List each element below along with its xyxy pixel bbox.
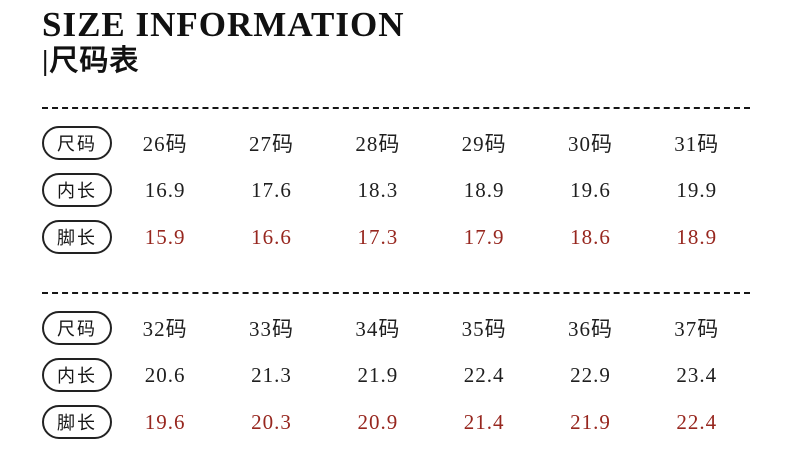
size-value-cell: 36码 bbox=[567, 317, 613, 342]
size-table-row: 脚长 15.9 16.6 17.3 17.9 18.6 18.9 bbox=[42, 214, 750, 261]
size-value-cell: 22.4 bbox=[463, 362, 505, 387]
row-cells: 19.6 20.3 20.9 21.4 21.9 22.4 bbox=[112, 410, 750, 435]
row-label: 内长 bbox=[57, 366, 97, 387]
size-value-cell: 19.6 bbox=[570, 177, 611, 202]
row-cells: 26码 27码 28码 29码 30码 31码 bbox=[112, 128, 750, 158]
size-table-row: 内长 20.6 21.3 21.9 22.4 22.9 23.4 bbox=[42, 352, 750, 399]
size-value-cell: 30码 bbox=[567, 132, 613, 157]
size-value-cell: 17.6 bbox=[251, 177, 292, 202]
row-label-pill: 脚长 bbox=[42, 220, 112, 255]
dashed-divider-top bbox=[42, 106, 750, 109]
size-value-cell: 19.9 bbox=[676, 177, 718, 202]
row-label-pill: 尺码 bbox=[42, 126, 112, 161]
size-value-cell: 15.9 bbox=[144, 224, 186, 249]
size-value-cell: 23.4 bbox=[676, 362, 718, 387]
size-value-cell: 18.9 bbox=[463, 177, 505, 202]
size-value-cell: 21.3 bbox=[251, 362, 292, 387]
size-table-row: 内长 16.9 17.6 18.3 18.9 19.6 19.9 bbox=[42, 167, 750, 214]
row-cells: 20.6 21.3 21.9 22.4 22.9 23.4 bbox=[112, 363, 750, 388]
row-cells: 32码 33码 34码 35码 36码 37码 bbox=[112, 313, 750, 343]
row-label: 尺码 bbox=[57, 134, 97, 155]
dashed-divider-middle bbox=[42, 291, 750, 294]
size-table-row: 尺码 32码 33码 34码 35码 36码 37码 bbox=[42, 305, 750, 352]
row-label: 脚长 bbox=[57, 413, 97, 434]
row-label-pill: 尺码 bbox=[42, 311, 112, 346]
row-label: 内长 bbox=[57, 181, 97, 202]
size-value-cell: 21.9 bbox=[570, 409, 611, 434]
size-value-cell: 29码 bbox=[461, 132, 507, 157]
size-value-cell: 17.3 bbox=[357, 224, 399, 249]
page-title: SIZE INFORMATION bbox=[42, 5, 405, 44]
size-value-cell: 18.3 bbox=[357, 177, 399, 202]
size-value-cell: 21.9 bbox=[357, 362, 399, 387]
row-label-pill: 内长 bbox=[42, 173, 112, 208]
size-table-row: 脚长 19.6 20.3 20.9 21.4 21.9 22.4 bbox=[42, 399, 750, 446]
row-cells: 16.9 17.6 18.3 18.9 19.6 19.9 bbox=[112, 178, 750, 203]
size-value-cell: 17.9 bbox=[463, 224, 505, 249]
row-label: 脚长 bbox=[57, 228, 97, 249]
size-value-cell: 32码 bbox=[142, 317, 188, 342]
size-value-cell: 16.6 bbox=[251, 224, 292, 249]
size-value-cell: 20.3 bbox=[251, 409, 292, 434]
size-value-cell: 31码 bbox=[674, 132, 720, 157]
row-label-pill: 脚长 bbox=[42, 405, 112, 440]
size-value-cell: 34码 bbox=[355, 317, 401, 342]
size-value-cell: 35码 bbox=[461, 317, 507, 342]
size-value-cell: 33码 bbox=[248, 317, 294, 342]
size-table-small: 尺码 26码 27码 28码 29码 30码 31码 内长 16.9 17.6 18.3 18.… bbox=[42, 109, 750, 261]
size-information-panel: SIZE INFORMATION |尺码表 尺码 26码 27码 28码 29码 30码… bbox=[42, 5, 750, 446]
row-cells: 15.9 16.6 17.3 17.9 18.6 18.9 bbox=[112, 225, 750, 250]
row-label-pill: 内长 bbox=[42, 358, 112, 393]
size-table-row: 尺码 26码 27码 28码 29码 30码 31码 bbox=[42, 120, 750, 167]
size-value-cell: 22.9 bbox=[570, 362, 611, 387]
size-value-cell: 19.6 bbox=[144, 409, 186, 434]
size-value-cell: 26码 bbox=[142, 132, 188, 157]
size-value-cell: 37码 bbox=[674, 317, 720, 342]
size-value-cell: 18.9 bbox=[676, 224, 718, 249]
page-subtitle: |尺码表 bbox=[42, 44, 140, 77]
size-value-cell: 28码 bbox=[355, 132, 401, 157]
size-value-cell: 22.4 bbox=[676, 409, 718, 434]
size-value-cell: 20.6 bbox=[144, 362, 186, 387]
size-value-cell: 20.9 bbox=[357, 409, 399, 434]
size-value-cell: 16.9 bbox=[144, 177, 186, 202]
size-value-cell: 21.4 bbox=[463, 409, 505, 434]
size-value-cell: 27码 bbox=[248, 132, 294, 157]
row-label: 尺码 bbox=[57, 319, 97, 340]
size-table-large: 尺码 32码 33码 34码 35码 36码 37码 内长 20.6 21.3 21.9 22.… bbox=[42, 294, 750, 446]
size-value-cell: 18.6 bbox=[570, 224, 611, 249]
